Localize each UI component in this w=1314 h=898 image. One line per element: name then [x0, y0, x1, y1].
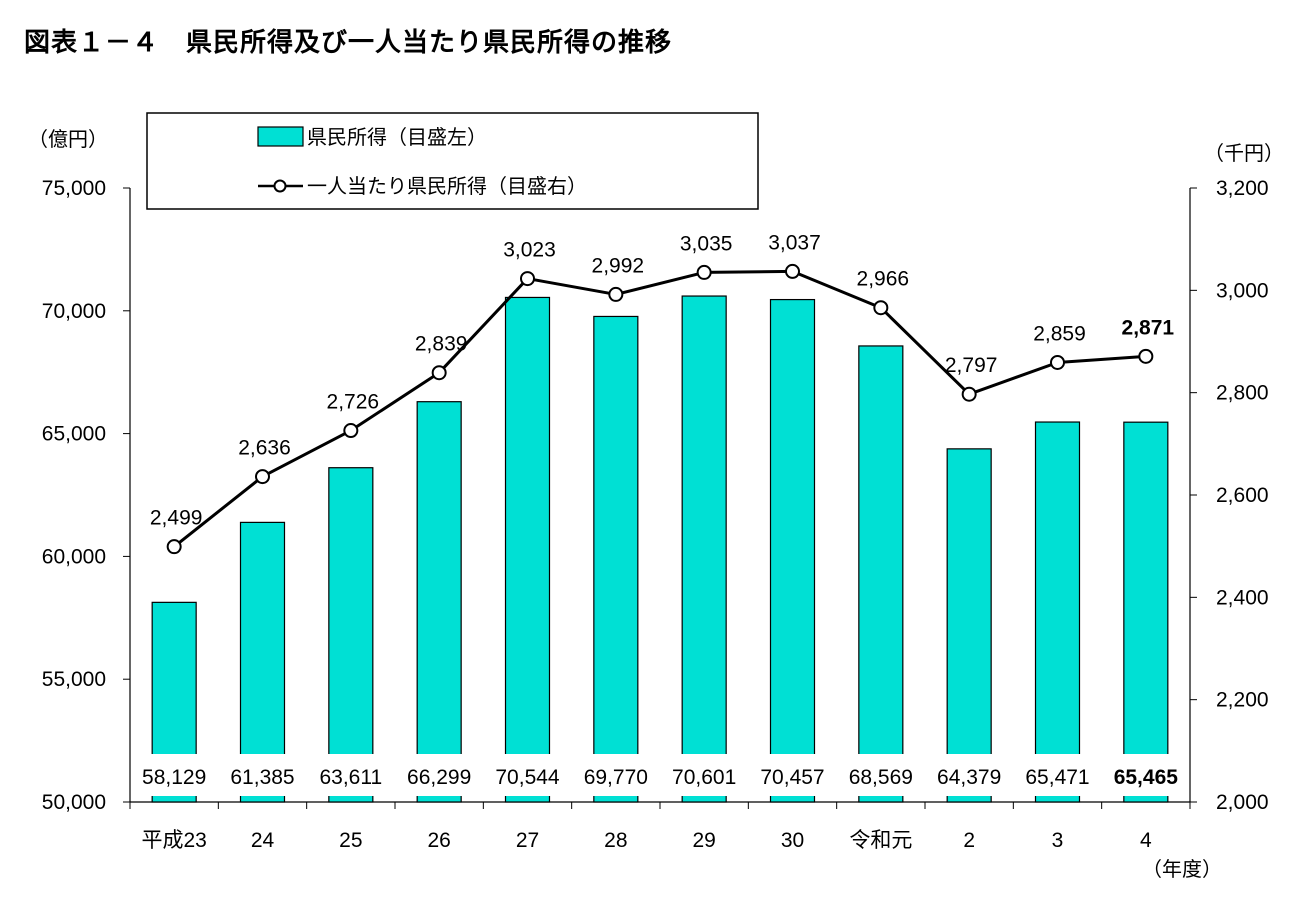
left-axis-tick-label: 60,000	[42, 545, 106, 568]
bar	[769, 298, 816, 803]
line-value-label: 2,992	[592, 254, 645, 277]
bar-value-label: 58,129	[142, 766, 206, 789]
bar-value-label: 68,569	[849, 766, 913, 789]
legend-line-marker	[273, 179, 287, 193]
x-axis-category-label: 24	[251, 829, 275, 852]
bar-series	[151, 295, 1169, 803]
left-axis-tick-label: 65,000	[42, 423, 106, 446]
right-axis-tick-label: 2,600	[1216, 484, 1269, 507]
x-axis-category-label: 30	[781, 829, 804, 852]
legend-bar-label: 県民所得（目盛左）	[307, 125, 487, 149]
right-axis-tick-label: 2,800	[1216, 382, 1269, 405]
bar-value-label: 63,611	[319, 766, 382, 789]
line-marker	[166, 539, 182, 555]
x-axis-category-label: 25	[339, 829, 362, 852]
line-marker	[961, 386, 977, 402]
left-axis-unit: （億円）	[28, 127, 108, 151]
line-value-label: 3,035	[680, 232, 733, 255]
bar-value-label: 66,299	[407, 766, 471, 789]
right-axis-tick-label: 2,200	[1216, 689, 1269, 712]
bar-value-label: 65,471	[1025, 766, 1089, 789]
data-labels: 58,129 61,385 63,611 66,299 70,544 69,770 70,6…	[131, 231, 1189, 796]
bar-value-label: 70,601	[672, 766, 736, 789]
bar-value-label: 70,457	[760, 766, 824, 789]
legend-bar-swatch	[257, 126, 304, 147]
line-marker	[696, 264, 712, 280]
right-axis-tick-label: 3,200	[1216, 177, 1269, 200]
line-marker	[873, 300, 889, 316]
right-axis-tick-label: 3,000	[1216, 279, 1269, 302]
bar	[1034, 421, 1081, 803]
left-axis-tick-label: 50,000	[42, 791, 106, 814]
right-axis-unit: （千円）	[1204, 141, 1284, 165]
line-value-label: 2,726	[327, 391, 380, 414]
line-value-label: 2,871	[1122, 316, 1175, 339]
x-axis-category-label: 28	[604, 829, 627, 852]
right-axis-tick-label: 2,400	[1216, 586, 1269, 609]
line-marker	[255, 469, 270, 485]
legend-box	[146, 112, 759, 210]
x-axis-unit: （年度）	[1142, 857, 1222, 881]
bar-value-label: 69,770	[584, 766, 648, 789]
bar	[858, 345, 904, 803]
left-axis-tick-label: 70,000	[42, 300, 106, 323]
line-marker	[785, 263, 800, 279]
bar	[1123, 421, 1169, 803]
bar-value-label: 65,465	[1114, 766, 1179, 789]
line-value-label: 2,636	[238, 437, 291, 460]
left-axis-tick-label: 75,000	[42, 177, 106, 200]
bar-value-label: 70,544	[495, 766, 560, 789]
line-value-label: 2,839	[415, 333, 468, 356]
line-marker	[520, 271, 535, 287]
x-axis-category-label: 令和元	[849, 829, 912, 852]
x-axis-category-label: 平成23	[141, 829, 206, 852]
line-value-label: 2,499	[150, 507, 203, 530]
axes: 50,000 55,000 60,000 65,000 70,000 75,000 2,00…	[42, 177, 1269, 852]
bar	[328, 467, 374, 803]
line-marker	[431, 365, 447, 381]
line-value-label: 3,037	[768, 231, 821, 254]
x-axis-category-label: 3	[1052, 829, 1064, 852]
line-value-label: 2,859	[1033, 322, 1086, 345]
line-value-label: 3,023	[503, 239, 556, 262]
line-marker	[1050, 354, 1065, 370]
line-marker	[343, 423, 359, 439]
line-marker	[1138, 348, 1154, 364]
line-marker	[608, 286, 624, 302]
right-axis-tick-label: 2,000	[1216, 791, 1269, 814]
left-axis-tick-label: 55,000	[42, 668, 106, 691]
bar	[681, 295, 727, 803]
line-value-label: 2,966	[857, 268, 910, 291]
bar	[504, 296, 551, 803]
x-axis-category-label: 27	[516, 829, 539, 852]
legend: 県民所得（目盛左） 一人当たり県民所得（目盛右）	[146, 112, 759, 210]
x-axis-category-label: 26	[427, 829, 450, 852]
bar	[593, 315, 639, 803]
bar-value-label: 61,385	[230, 766, 294, 789]
bar-label-strip	[131, 754, 1189, 796]
x-axis-category-label: 2	[963, 829, 975, 852]
bar	[946, 448, 992, 803]
line-value-label: 2,797	[945, 354, 998, 377]
page-title: 図表１－４ 県民所得及び一人当たり県民所得の推移	[24, 28, 673, 58]
bar	[416, 401, 462, 803]
x-axis-category-label: 29	[692, 829, 715, 852]
bar-value-label: 64,379	[937, 766, 1001, 789]
line-series	[166, 263, 1154, 555]
series-line	[173, 269, 1146, 548]
legend-line-label: 一人当たり県民所得（目盛右）	[307, 174, 587, 198]
x-axis-category-label: 4	[1140, 829, 1152, 852]
